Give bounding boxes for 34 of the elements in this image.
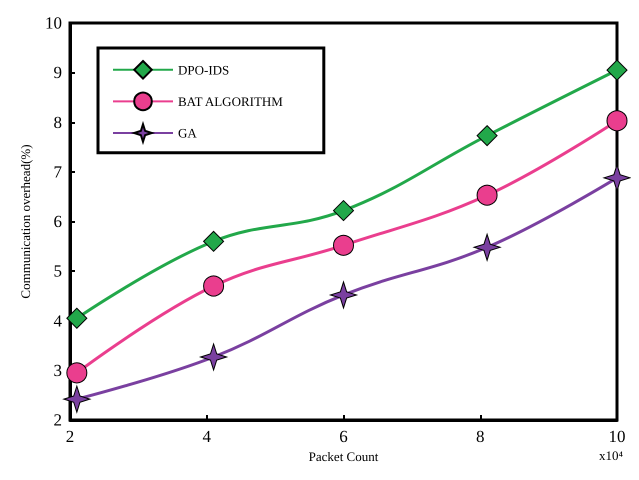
y-axis-title: Communication overhead(%) <box>18 144 33 299</box>
point <box>203 276 224 297</box>
text: x10⁴ <box>598 448 624 463</box>
point <box>333 200 354 222</box>
point <box>474 234 501 261</box>
y-tick-label: 3 <box>54 360 62 380</box>
point <box>330 281 357 308</box>
y-tick-label: 4 <box>54 311 62 330</box>
y-tick-label: 6 <box>54 212 62 231</box>
point <box>606 60 628 81</box>
y-tick-label: 10 <box>45 14 62 32</box>
point <box>606 110 628 132</box>
y-tick-label: 7 <box>54 162 62 182</box>
x-tick-label: 8 <box>476 427 484 446</box>
point <box>203 230 224 252</box>
point <box>66 362 88 384</box>
y-tick-label: 2 <box>54 410 62 430</box>
y-tick-label: 5 <box>54 262 62 281</box>
point <box>476 125 498 146</box>
x-tick-label: 2 <box>66 427 74 446</box>
point <box>63 386 90 413</box>
point <box>476 184 498 206</box>
x-tick-label: 6 <box>339 427 348 446</box>
x-tick-label: 4 <box>202 427 212 446</box>
y-tick-label: 8 <box>54 112 62 132</box>
point <box>200 343 228 370</box>
legend-label: GA <box>178 126 198 140</box>
x-axis-title: Packet Count <box>308 449 379 464</box>
y-tick-label: 9 <box>54 63 62 82</box>
point <box>66 308 88 329</box>
legend-label: DPO-IDS <box>178 62 230 78</box>
point <box>333 234 354 256</box>
x-tick-label: 10 <box>608 427 626 446</box>
legend-label: BAT ALGORITHM <box>178 94 284 109</box>
